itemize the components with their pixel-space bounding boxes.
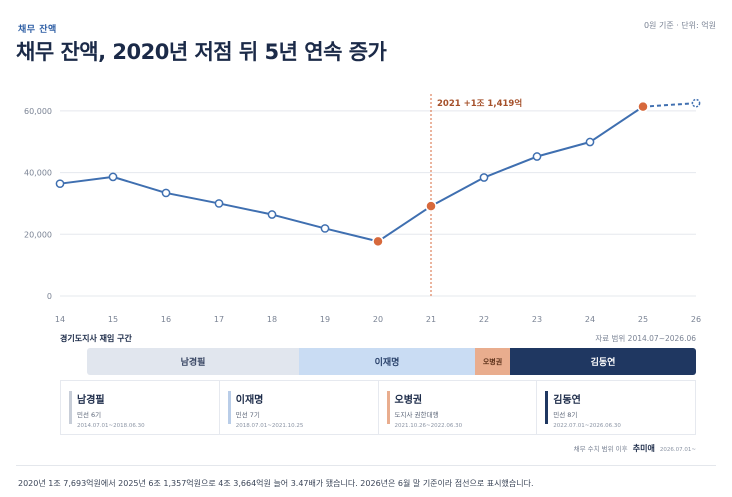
card-dates: 2022.07.01~2026.06.30 (553, 423, 621, 429)
card-dates: 2018.07.01~2021.10.25 (235, 423, 304, 429)
card-term: 민선 7기 (235, 411, 260, 419)
data-point (108, 172, 118, 182)
series-line-actual (59, 105, 644, 243)
x-tick-label: 24 (585, 315, 595, 324)
x-tick-label: 26 (691, 315, 701, 324)
card-accent (545, 391, 549, 424)
card-term: 민선 6기 (77, 411, 102, 419)
data-range-label: 자료 범위 2014.07~2026.06 (595, 334, 696, 343)
x-axis: 14 15 16 17 18 19 20 21 22 23 24 25 26 (55, 315, 701, 324)
x-tick-label: 16 (161, 315, 171, 324)
y-tick-label: 20,000 (24, 230, 52, 239)
card-name: 남경필 (77, 395, 105, 406)
divider (16, 465, 716, 466)
governor-card: 오병권 도지사 권한대행 2021.10.26~2022.06.30 (379, 381, 538, 434)
y-tick-label: 40,000 (24, 169, 52, 178)
series-line-projected (642, 102, 697, 108)
section-eyebrow: 채무 잔액 (18, 25, 57, 35)
data-point (55, 179, 65, 189)
governor-card: 이재명 민선 7기 2018.07.01~2021.10.25 (220, 381, 379, 434)
data-point (267, 210, 277, 219)
card-name: 이재명 (235, 395, 264, 406)
successor-note: 채무 수치 범위 이후 추미애 2026.07.01~ (574, 443, 696, 454)
governor-card: 김동연 민선 8기 2022.07.01~2026.06.30 (537, 381, 695, 434)
unit-note: 0원 기준 · 단위: 억원 (643, 21, 716, 30)
card-name: 김동연 (553, 395, 581, 406)
card-term: 도지사 권한대행 (394, 411, 439, 419)
series-points (55, 98, 701, 248)
highlight-point (637, 100, 649, 113)
successor-name: 추미애 (632, 444, 655, 453)
data-point (585, 137, 595, 147)
card-dates: 2014.07.01~2018.06.30 (77, 423, 145, 429)
data-point (532, 152, 542, 161)
term-segment-oh: 오병권 (475, 348, 510, 375)
x-tick-label: 15 (108, 315, 118, 324)
x-tick-label: 20 (373, 315, 383, 324)
annotation-label: 2021 +1조 1,419억 (437, 98, 522, 109)
term-timeline: 남경필 이재명 오병권 김동연 (87, 348, 696, 375)
x-tick-label: 23 (532, 315, 542, 324)
data-point (320, 224, 330, 233)
data-point (214, 199, 224, 208)
x-tick-label: 17 (214, 315, 224, 324)
term-segment-lee: 이재명 (299, 348, 475, 375)
x-tick-label: 25 (638, 315, 648, 324)
governor-card: 남경필 민선 6기 2014.07.01~2018.06.30 (61, 381, 220, 434)
highlight-point (425, 200, 437, 212)
x-tick-label: 18 (267, 315, 277, 324)
successor-prefix: 채무 수치 범위 이후 (573, 445, 628, 453)
series-line (59, 102, 697, 243)
data-point (161, 188, 171, 198)
card-accent (386, 391, 390, 424)
summary-text: 2020년 1조 7,693억원에서 2025년 6조 1,357억원으로 4조… (18, 479, 534, 488)
y-tick-label: 0 (47, 292, 52, 301)
x-tick-label: 22 (479, 315, 489, 324)
y-axis: 0 20,000 40,000 60,000 (24, 107, 52, 301)
grid-layer (60, 110, 696, 297)
page-title: 채무 잔액, 2020년 저점 뒤 5년 연속 증가 (16, 40, 387, 64)
card-accent (69, 391, 72, 424)
term-section-title: 경기도지사 재임 구간 (60, 334, 132, 343)
x-tick-label: 21 (426, 315, 436, 324)
annotation-layer: 2021 +1조 1,419억 (430, 94, 522, 296)
data-point (691, 98, 701, 108)
card-accent (227, 391, 231, 424)
data-point (479, 173, 489, 182)
x-tick-label: 14 (55, 315, 65, 324)
term-segment-nam: 남경필 (87, 348, 299, 375)
term-segment-kim: 김동연 (510, 348, 696, 375)
card-name: 오병권 (394, 395, 423, 406)
card-dates: 2021.10.26~2022.06.30 (394, 423, 463, 429)
x-tick-label: 19 (320, 315, 330, 324)
debt-line-chart: 0 20,000 40,000 60,000 14 15 16 17 18 19 20 21 22 23… (24, 94, 701, 324)
successor-date: 2026.07.01~ (659, 447, 696, 453)
card-term: 민선 8기 (553, 411, 578, 419)
governor-cards: 남경필 민선 6기 2014.07.01~2018.06.30 이재명 민선 7… (60, 380, 696, 435)
y-tick-label: 60,000 (24, 107, 52, 116)
highlight-point (372, 235, 384, 248)
